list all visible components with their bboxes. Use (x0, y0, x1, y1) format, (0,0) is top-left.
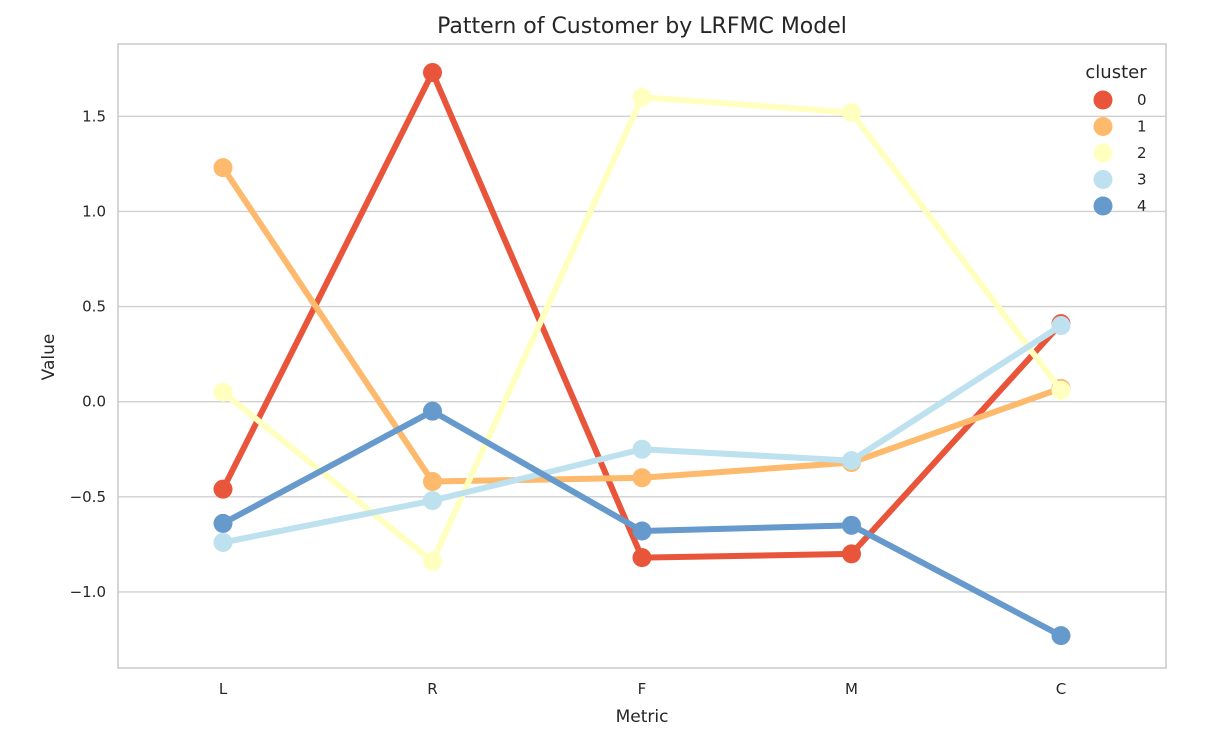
data-point (423, 472, 442, 492)
x-tick-label: C (1056, 680, 1066, 698)
x-tick-label: R (427, 680, 437, 698)
x-tick-label: M (845, 680, 858, 698)
y-tick-label: 0.0 (82, 393, 106, 411)
series-line (220, 94, 1064, 565)
data-point (1051, 380, 1071, 400)
data-point (213, 479, 233, 499)
x-axis-label: Metric (616, 707, 669, 727)
y-tick-label: 0.5 (82, 298, 106, 316)
data-point (632, 87, 652, 107)
legend-label: 0 (1137, 91, 1147, 109)
data-point (1051, 626, 1071, 646)
y-tick-label: −0.5 (70, 488, 106, 506)
legend-marker (1093, 196, 1113, 216)
data-point (632, 548, 652, 568)
legend-label: 3 (1137, 171, 1147, 189)
legend-marker (1093, 170, 1113, 189)
grid (118, 115, 1166, 593)
series-2 (213, 87, 1071, 571)
data-point (842, 102, 861, 122)
data-point (423, 491, 442, 511)
data-point (632, 521, 652, 541)
data-point (213, 513, 233, 533)
series-layer (213, 63, 1071, 646)
data-point (423, 401, 442, 421)
data-point (423, 63, 442, 83)
data-point (1051, 316, 1071, 336)
data-point (213, 382, 233, 402)
legend-marker (1093, 90, 1113, 110)
data-point (213, 158, 233, 178)
data-point (842, 515, 861, 535)
plot-frame (117, 43, 1167, 669)
legend: cluster 0 1 2 3 4 (1085, 62, 1147, 216)
chart-title: Pattern of Customer by LRFMC Model (437, 14, 847, 39)
legend-marker (1093, 143, 1113, 163)
legend-label: 1 (1137, 118, 1147, 136)
legend-title: cluster (1085, 62, 1147, 83)
series-3 (213, 316, 1071, 552)
data-point (423, 551, 442, 571)
data-point (632, 468, 652, 488)
data-point (842, 544, 861, 564)
legend-label: 4 (1137, 197, 1147, 215)
y-tick-label: −1.0 (70, 583, 106, 601)
series-line (220, 164, 1064, 485)
x-tick-label: F (638, 680, 647, 698)
legend-label: 2 (1137, 144, 1147, 162)
data-point (213, 532, 233, 552)
y-tick-label: 1.5 (82, 107, 106, 125)
x-tick-label: L (219, 680, 228, 698)
y-axis-label: Value (39, 334, 59, 381)
data-point (842, 451, 861, 471)
series-4 (213, 401, 1071, 646)
y-tick-labels: −1.0 −0.5 0.0 0.5 1.0 1.5 (70, 107, 106, 601)
y-tick-label: 1.0 (82, 202, 106, 220)
data-point (632, 439, 652, 459)
legend-marker (1093, 117, 1113, 136)
